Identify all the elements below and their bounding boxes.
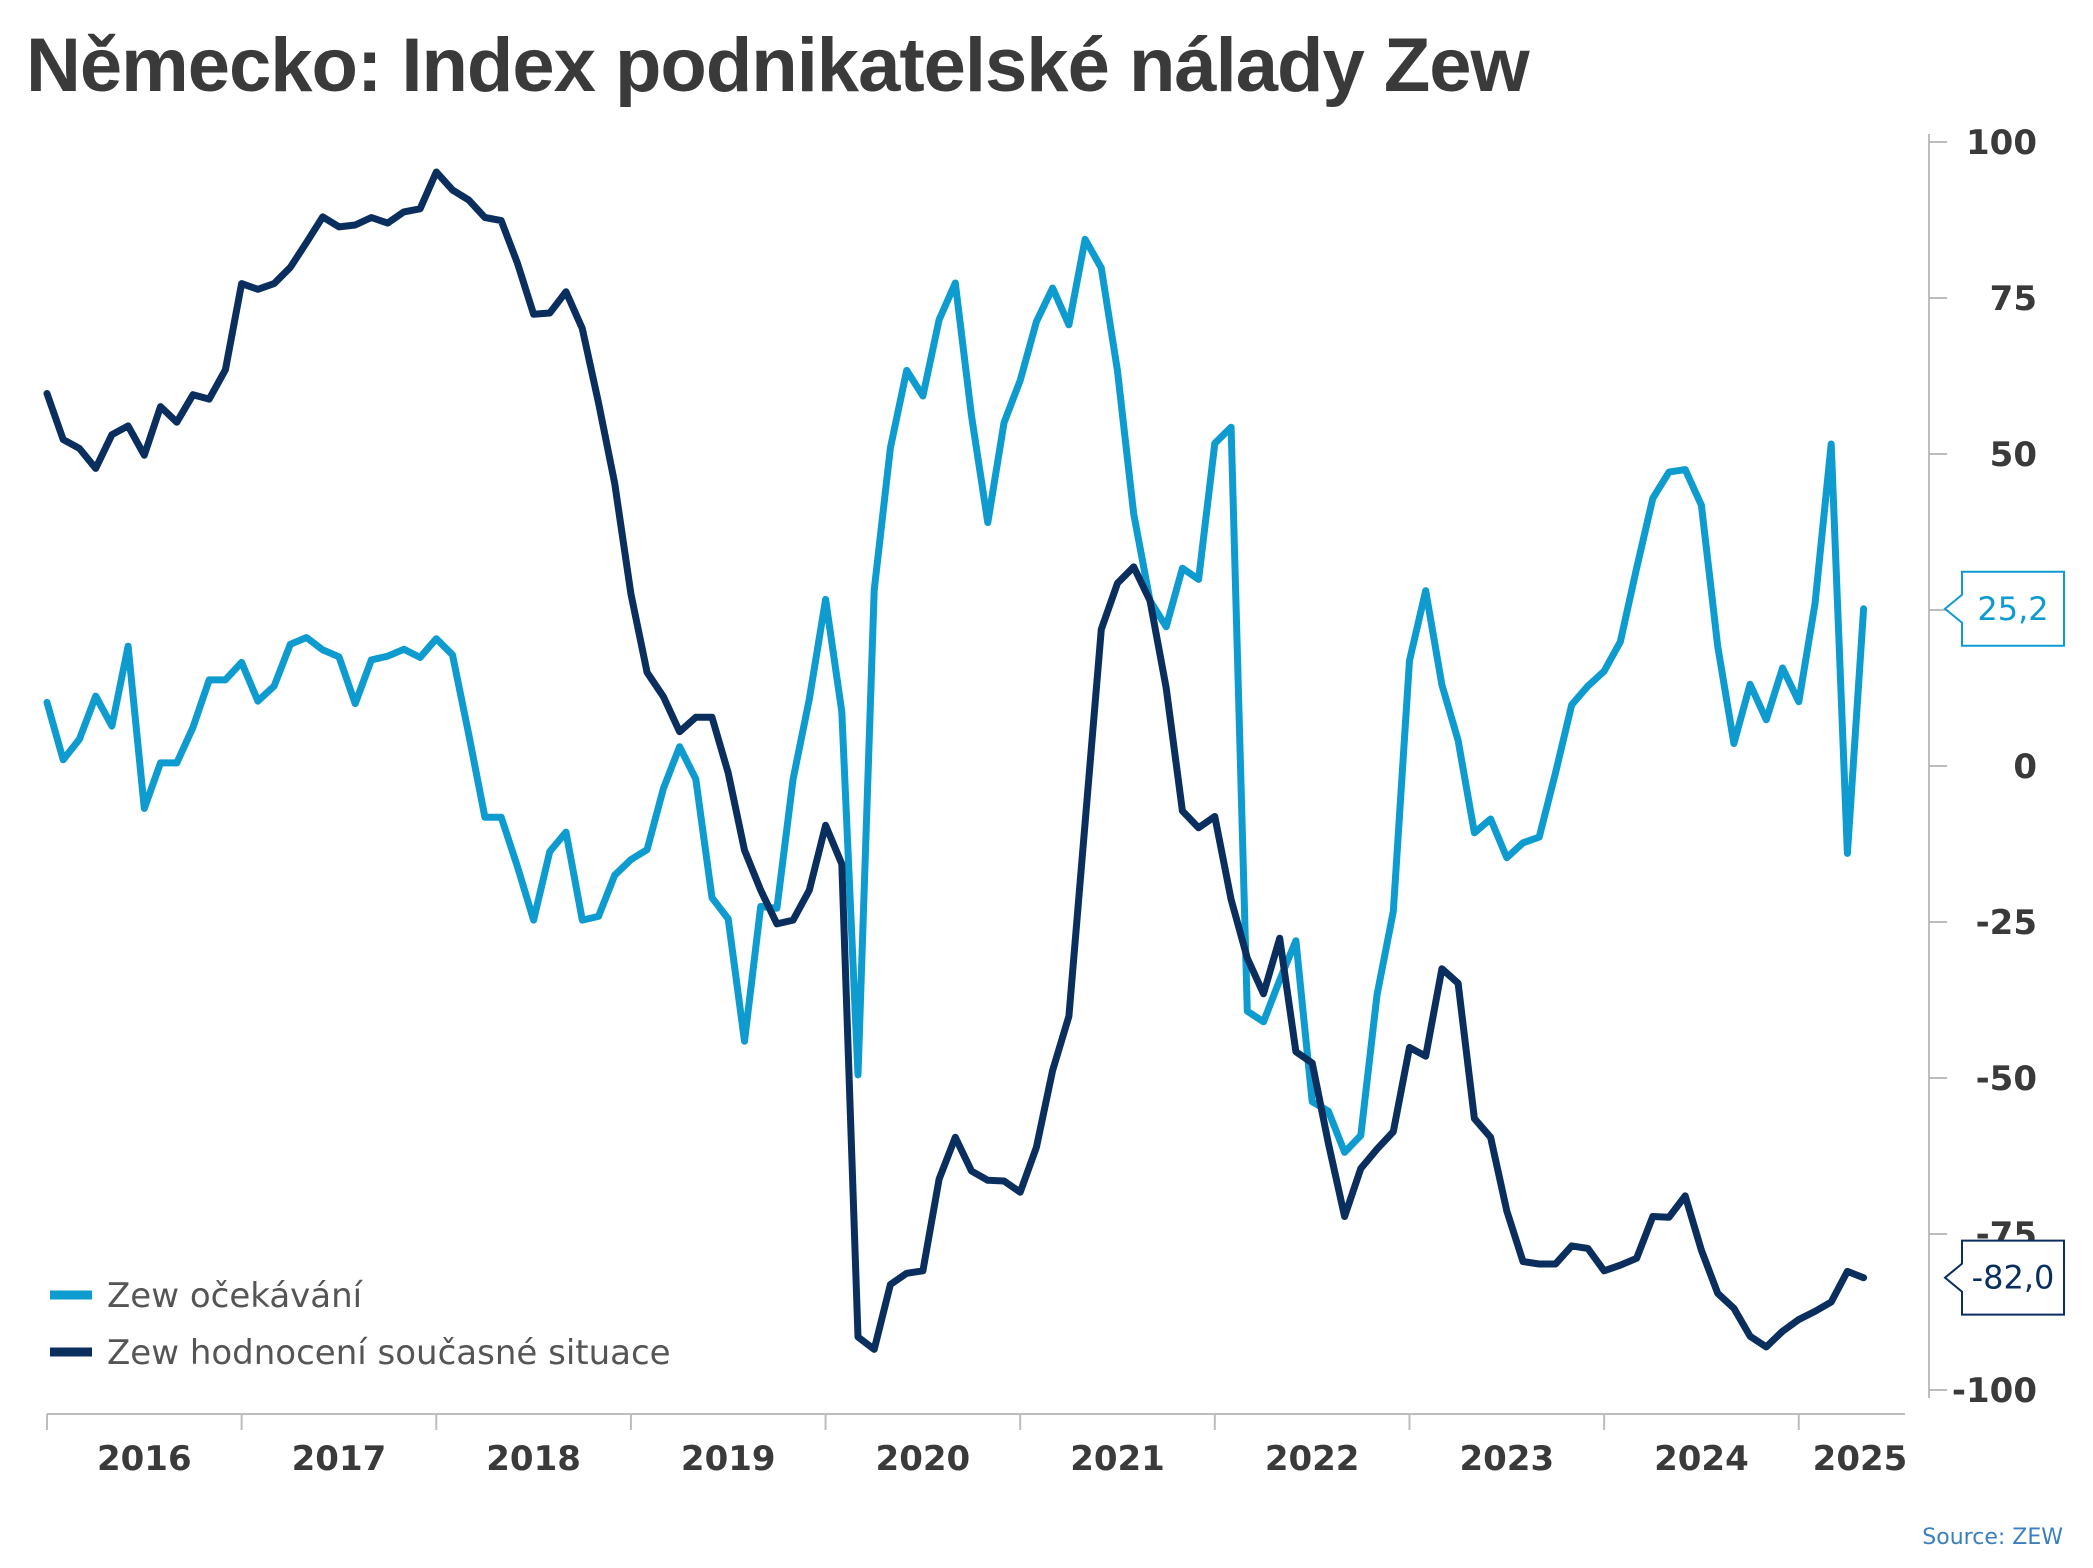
legend-label-0: Zew očekávání <box>107 1276 364 1316</box>
x-tick-label: 2019 <box>681 1439 776 1479</box>
callout-value-0: 25,2 <box>1977 590 2048 628</box>
x-tick-label: 2016 <box>97 1439 192 1479</box>
y-tick-label: -25 <box>1976 903 2037 943</box>
callout-box-1 <box>1943 1239 2065 1316</box>
legend: Zew očekávání Zew hodnocení současné situ… <box>50 1276 671 1373</box>
y-tick-label: 100 <box>1966 123 2037 163</box>
x-tick-label: 2018 <box>486 1439 581 1479</box>
x-tick-label: 2024 <box>1654 1439 1749 1479</box>
y-tick-label: -100 <box>1952 1371 2037 1411</box>
y-tick-label: 0 <box>2013 747 2037 787</box>
series-line-1 <box>43 168 1868 1353</box>
x-tick-label: 2022 <box>1265 1439 1360 1479</box>
callout-value-1: -82,0 <box>1972 1259 2055 1297</box>
x-tick-label: 2021 <box>1070 1439 1165 1479</box>
series-line-0 <box>43 235 1868 1156</box>
x-tick-label: 2017 <box>292 1439 387 1479</box>
x-axis: 2016 2017 2018 2019 2020 2021 2022 2023 2024 2025 <box>46 1413 1908 1479</box>
callout-box-0 <box>1943 570 2065 647</box>
end-value-callouts: 25,2 -82,0 <box>1943 570 2065 1316</box>
x-tick-label: 2023 <box>1459 1439 1554 1479</box>
source-note: Source: ZEW <box>1922 1525 2063 1550</box>
y-tick-label: 50 <box>1990 435 2037 475</box>
plot-area <box>43 168 1868 1353</box>
x-tick-label: 2020 <box>876 1439 971 1479</box>
y-axis: 1007550250-25-50-75-100 <box>1928 123 2037 1411</box>
chart-title: Německo: Index podnikatelské nálady Zew <box>26 23 1530 108</box>
x-tick-label: 2025 <box>1813 1439 1908 1479</box>
y-tick-label: 75 <box>1990 279 2037 319</box>
legend-label-1: Zew hodnocení současné situace <box>107 1333 671 1373</box>
y-tick-label: -50 <box>1976 1059 2037 1099</box>
